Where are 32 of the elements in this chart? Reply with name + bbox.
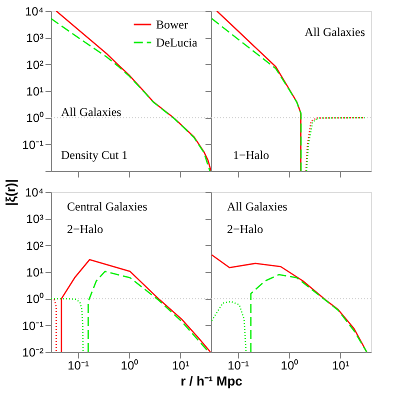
x-tick-label: 10⁰ [120,358,138,372]
annotation: All Galaxies [304,24,366,39]
x-tick-label: 10¹ [172,358,190,372]
y-tick-label: 10⁻¹ [22,138,44,152]
y-tick-label: 10⁰ [26,292,44,306]
y-tick-label: 10³ [26,31,44,46]
y-tick-label: 10² [26,238,44,253]
y-tick-label: 10⁴ [24,186,44,200]
legend-label: DeLucia [156,36,198,50]
annotation: All Galaxies [61,104,122,119]
annotation: Density Cut 1 [61,148,128,162]
x-tick-label: 10⁻¹ [68,358,89,372]
y-tick-label: 10⁰ [26,111,44,126]
y-tick-label: 10³ [26,212,44,226]
y-tick-label: 10⁻¹ [22,318,44,333]
annotation: 1−Halo [233,148,270,162]
x-tick-label: 10⁻¹ [228,358,249,372]
annotation: 2−Halo [227,222,264,236]
y-tick-label: 10¹ [26,266,44,280]
x-tick-label: 10¹ [332,358,350,372]
annotation: All Galaxies [227,199,288,214]
y-axis-title: |ξ(r)| [3,179,18,206]
annotation: Central Galaxies [67,199,148,214]
y-tick-label: 10⁴ [24,4,44,18]
y-tick-label: 10² [26,58,44,72]
x-tick-label: 10⁰ [280,358,298,372]
line-series [51,298,57,352]
y-tick-label: 10¹ [26,84,44,98]
annotation: 2−Halo [67,222,104,236]
x-axis-title: r / h⁻¹ Mpc [180,374,242,388]
y-tick-label: 10⁻² [22,346,44,360]
legend-label: Bower [156,18,188,32]
